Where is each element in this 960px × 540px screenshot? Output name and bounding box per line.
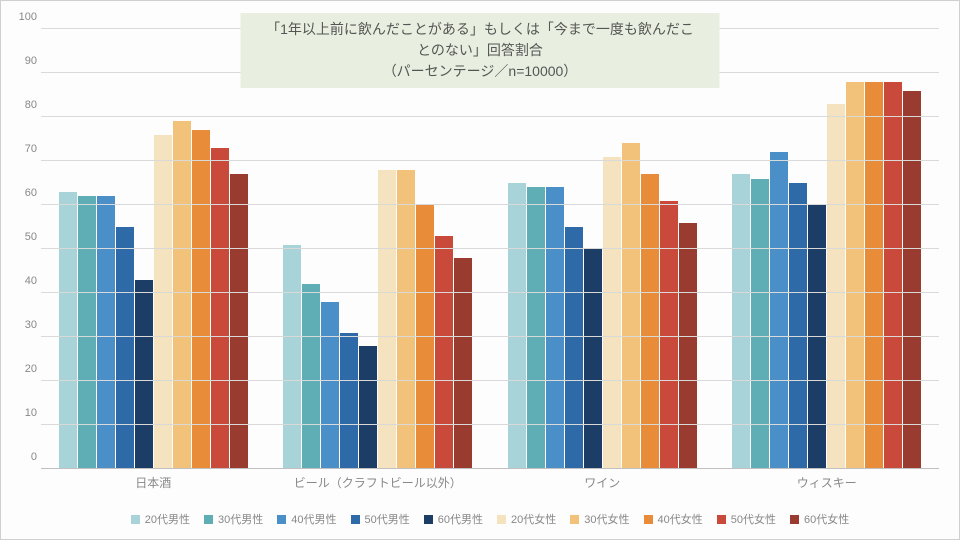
bar bbox=[59, 192, 77, 469]
bar bbox=[546, 187, 564, 469]
bar bbox=[660, 201, 678, 469]
bar-group: ウィスキー bbox=[715, 29, 940, 469]
legend: 20代男性 30代男性 40代男性 50代男性 60代男性 20代女性 30代女性 40代女性… bbox=[41, 511, 939, 527]
bar bbox=[865, 82, 883, 469]
grid-line bbox=[41, 116, 939, 117]
title-line1: 「1年以上前に飲んだことがある」もしくは「今まで一度も飲んだことのない」回答割合 bbox=[261, 19, 700, 61]
y-tick-label: 50 bbox=[13, 231, 37, 243]
legend-item: 50代男性 bbox=[351, 511, 410, 527]
grid-line bbox=[41, 336, 939, 337]
legend-swatch bbox=[131, 515, 140, 524]
bar bbox=[454, 258, 472, 469]
legend-label: 30代男性 bbox=[218, 511, 263, 527]
bar bbox=[211, 148, 229, 469]
y-tick-label: 70 bbox=[13, 143, 37, 155]
legend-swatch bbox=[497, 515, 506, 524]
legend-swatch bbox=[204, 515, 213, 524]
bar bbox=[192, 130, 210, 469]
x-axis-line bbox=[41, 468, 939, 469]
grid-line bbox=[41, 380, 939, 381]
legend-swatch bbox=[351, 515, 360, 524]
legend-swatch bbox=[644, 515, 653, 524]
legend-label: 30代女性 bbox=[584, 511, 629, 527]
bar bbox=[135, 280, 153, 469]
bar bbox=[751, 179, 769, 469]
bar bbox=[78, 196, 96, 469]
bar bbox=[903, 91, 921, 469]
chart-container: 「1年以上前に飲んだことがある」もしくは「今まで一度も飲んだことのない」回答割合… bbox=[0, 0, 960, 540]
legend-label: 60代女性 bbox=[804, 511, 849, 527]
bar bbox=[584, 249, 602, 469]
y-tick-label: 60 bbox=[13, 187, 37, 199]
bar bbox=[808, 205, 826, 469]
category-label: ウィスキー bbox=[715, 474, 940, 491]
grid-line bbox=[41, 424, 939, 425]
bar bbox=[340, 333, 358, 469]
legend-item: 20代男性 bbox=[131, 511, 190, 527]
bar bbox=[435, 236, 453, 469]
legend-swatch bbox=[424, 515, 433, 524]
bar bbox=[846, 82, 864, 469]
legend-label: 50代男性 bbox=[365, 511, 410, 527]
bar bbox=[622, 143, 640, 469]
y-tick-label: 20 bbox=[13, 363, 37, 375]
y-tick-label: 90 bbox=[13, 55, 37, 67]
bar-group: ビール（クラフトビール以外） bbox=[266, 29, 491, 469]
legend-label: 40代男性 bbox=[291, 511, 336, 527]
legend-swatch bbox=[277, 515, 286, 524]
bar bbox=[416, 205, 434, 469]
bar bbox=[283, 245, 301, 469]
grid-line bbox=[41, 248, 939, 249]
legend-item: 40代女性 bbox=[644, 511, 703, 527]
legend-label: 20代男性 bbox=[145, 511, 190, 527]
grid-line bbox=[41, 160, 939, 161]
grid-line bbox=[41, 204, 939, 205]
y-tick-label: 10 bbox=[13, 407, 37, 419]
bar bbox=[359, 346, 377, 469]
bar bbox=[321, 302, 339, 469]
bar bbox=[173, 121, 191, 469]
bar bbox=[97, 196, 115, 469]
bar bbox=[527, 187, 545, 469]
legend-item: 60代男性 bbox=[424, 511, 483, 527]
legend-swatch bbox=[790, 515, 799, 524]
title-line2: （パーセンテージ／n=10000） bbox=[261, 61, 700, 82]
y-tick-label: 0 bbox=[13, 451, 37, 463]
legend-item: 50代女性 bbox=[717, 511, 776, 527]
bar bbox=[116, 227, 134, 469]
legend-label: 50代女性 bbox=[731, 511, 776, 527]
bar bbox=[679, 223, 697, 469]
legend-item: 30代男性 bbox=[204, 511, 263, 527]
bar bbox=[302, 284, 320, 469]
bar bbox=[827, 104, 845, 469]
plot-area: 日本酒ビール（クラフトビール以外）ワインウィスキー bbox=[41, 29, 939, 469]
y-tick-label: 30 bbox=[13, 319, 37, 331]
legend-label: 60代男性 bbox=[438, 511, 483, 527]
bar-group: ワイン bbox=[490, 29, 715, 469]
legend-item: 30代女性 bbox=[570, 511, 629, 527]
category-label: ワイン bbox=[490, 474, 715, 491]
y-tick-label: 100 bbox=[13, 11, 37, 23]
legend-item: 40代男性 bbox=[277, 511, 336, 527]
category-label: 日本酒 bbox=[41, 474, 266, 491]
y-tick-label: 80 bbox=[13, 99, 37, 111]
bar bbox=[770, 152, 788, 469]
legend-item: 60代女性 bbox=[790, 511, 849, 527]
legend-swatch bbox=[717, 515, 726, 524]
bar bbox=[789, 183, 807, 469]
bar bbox=[154, 135, 172, 469]
legend-item: 20代女性 bbox=[497, 511, 556, 527]
chart-title: 「1年以上前に飲んだことがある」もしくは「今まで一度も飲んだことのない」回答割合… bbox=[241, 13, 720, 88]
category-label: ビール（クラフトビール以外） bbox=[266, 474, 491, 491]
legend-swatch bbox=[570, 515, 579, 524]
bars-region: 日本酒ビール（クラフトビール以外）ワインウィスキー bbox=[41, 29, 939, 469]
bar bbox=[565, 227, 583, 469]
bar-group: 日本酒 bbox=[41, 29, 266, 469]
bar bbox=[884, 82, 902, 469]
grid-line bbox=[41, 292, 939, 293]
legend-label: 20代女性 bbox=[511, 511, 556, 527]
y-tick-label: 40 bbox=[13, 275, 37, 287]
legend-label: 40代女性 bbox=[658, 511, 703, 527]
bar bbox=[508, 183, 526, 469]
